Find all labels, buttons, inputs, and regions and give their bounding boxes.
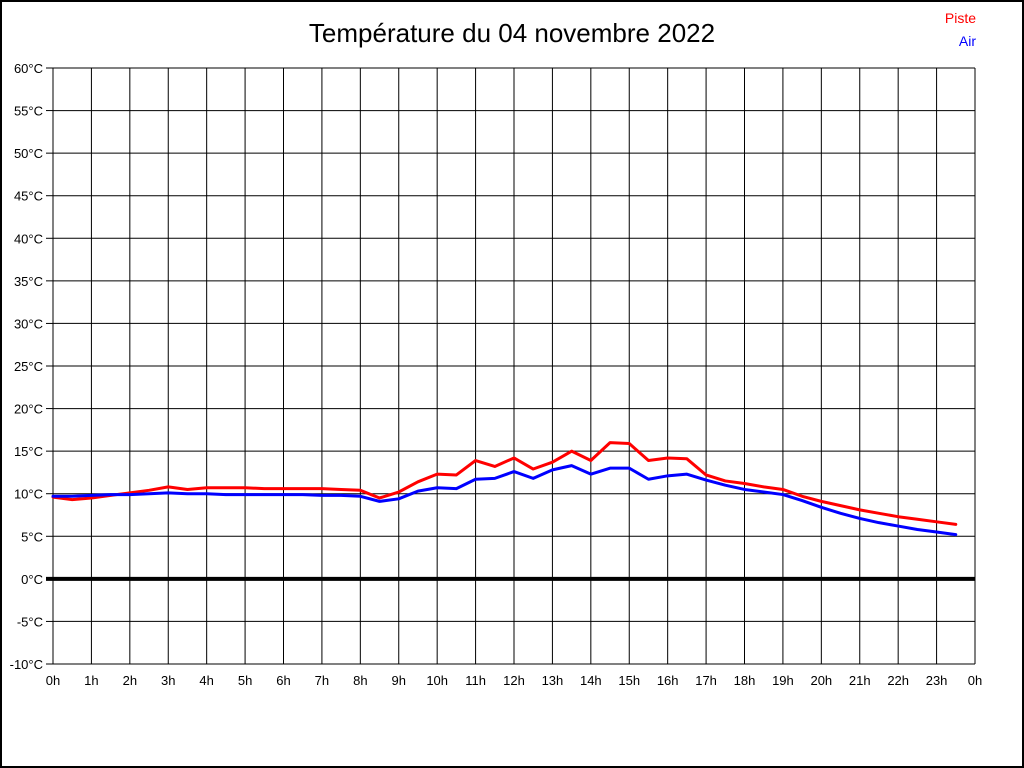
- svg-text:55°C: 55°C: [14, 104, 43, 119]
- svg-text:0h: 0h: [46, 673, 60, 688]
- svg-text:2h: 2h: [123, 673, 137, 688]
- svg-text:20h: 20h: [810, 673, 832, 688]
- svg-text:7h: 7h: [315, 673, 329, 688]
- legend-label-piste: Piste: [944, 10, 976, 26]
- svg-text:8h: 8h: [353, 673, 367, 688]
- svg-text:12h: 12h: [503, 673, 525, 688]
- svg-text:13h: 13h: [542, 673, 564, 688]
- svg-text:4h: 4h: [199, 673, 213, 688]
- svg-text:6h: 6h: [276, 673, 290, 688]
- svg-text:20°C: 20°C: [14, 402, 43, 417]
- legend-label-air: Air: [958, 33, 976, 49]
- svg-text:25°C: 25°C: [14, 359, 43, 374]
- svg-text:5h: 5h: [238, 673, 252, 688]
- svg-text:-5°C: -5°C: [17, 614, 43, 629]
- svg-text:5°C: 5°C: [21, 529, 43, 544]
- svg-text:50°C: 50°C: [14, 146, 43, 161]
- svg-text:19h: 19h: [772, 673, 794, 688]
- svg-text:3h: 3h: [161, 673, 175, 688]
- chart-legend: Piste Air: [945, 7, 976, 53]
- svg-text:40°C: 40°C: [14, 231, 43, 246]
- svg-text:15°C: 15°C: [14, 444, 43, 459]
- svg-text:35°C: 35°C: [14, 274, 43, 289]
- svg-text:22h: 22h: [887, 673, 909, 688]
- svg-text:0°C: 0°C: [21, 572, 43, 587]
- svg-text:11h: 11h: [465, 673, 486, 688]
- svg-text:17h: 17h: [695, 673, 717, 688]
- svg-text:18h: 18h: [734, 673, 756, 688]
- svg-text:9h: 9h: [392, 673, 406, 688]
- svg-text:0h: 0h: [968, 673, 982, 688]
- svg-text:23h: 23h: [926, 673, 948, 688]
- svg-text:16h: 16h: [657, 673, 679, 688]
- svg-text:21h: 21h: [849, 673, 871, 688]
- svg-text:10h: 10h: [426, 673, 448, 688]
- svg-text:15h: 15h: [618, 673, 640, 688]
- svg-text:-10°C: -10°C: [10, 657, 43, 672]
- svg-text:45°C: 45°C: [14, 189, 43, 204]
- svg-text:10°C: 10°C: [14, 487, 43, 502]
- svg-text:30°C: 30°C: [14, 316, 43, 331]
- svg-text:60°C: 60°C: [14, 61, 43, 76]
- chart-title: Température du 04 novembre 2022: [308, 18, 716, 48]
- svg-text:1h: 1h: [84, 673, 98, 688]
- svg-text:14h: 14h: [580, 673, 602, 688]
